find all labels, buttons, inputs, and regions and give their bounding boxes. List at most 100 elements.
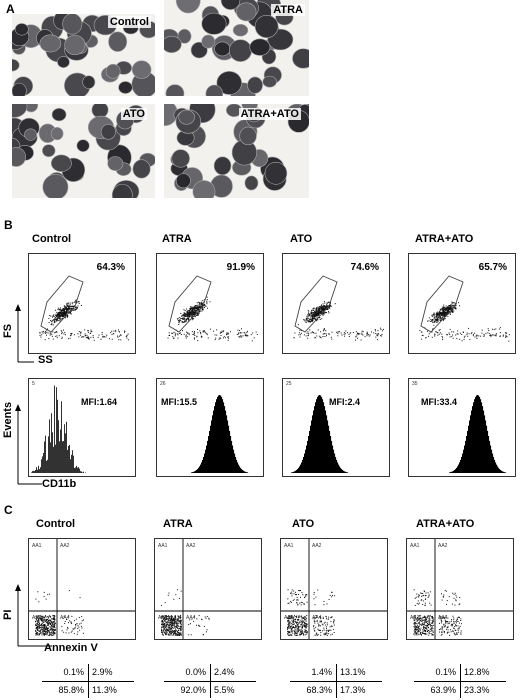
column-header-atra-ato: ATRA+ATO [415,233,474,245]
quadrant-upper-left: 0.1% [63,667,84,677]
gate-percent: 74.6% [350,262,379,273]
histogram-top-tick: 35 [412,381,418,387]
scatter-dots [155,539,261,639]
quadrant-name-label: AA2 [312,543,322,549]
micrograph-label: ATRA+ATO [238,108,301,120]
cd11b-histogram-ato: MFI:2.4 25 [282,378,390,477]
quadrant-upper-right: 2.9% [92,667,113,677]
cd11b-histogram-atra: MFI:15.5 26 [156,378,264,477]
scatter-dots [419,275,510,342]
gate-percent: 91.9% [226,262,255,273]
column-header-atra: ATRA [163,518,193,530]
fs-ss-scatter-control: 64.3% [28,253,136,354]
quadrant-table-atra: 0.0% 2.4% 92.0% 5.5% [164,664,256,698]
quadrant-name-label: AA4 [438,615,448,621]
cell-cluster-image [12,104,155,198]
histogram-bars [449,395,507,473]
quadrant-upper-left: 0.1% [435,667,456,677]
panel-a-letter: A [6,2,15,16]
quadrant-name-label: AA3 [32,615,42,621]
mfi-value: MFI:33.4 [421,397,458,407]
quadrant-name-label: AA2 [438,543,448,549]
fs-ss-scatter-atra-ato: 65.7% [408,253,516,354]
quadrant-upper-right: 12.8% [464,667,490,677]
annexin-pi-scatter-atra: AA1 AA2 AA3 AA4 [154,538,262,640]
events-cd11b-axis-arrows [15,404,42,485]
cd11b-histogram-atra-ato: MFI:33.4 35 [408,378,516,477]
quadrant-lower-right: 23.3% [464,685,490,695]
micrograph-label: ATRA [271,4,305,16]
histogram-top-tick: 5 [32,381,35,387]
scatter-dots [167,275,258,342]
histogram-bars [191,395,249,473]
scatter-dots [29,539,135,639]
quadrant-name-label: AA4 [186,615,196,621]
fs-axis-label: FS [2,323,14,338]
cell-cluster-image [12,14,155,96]
quadrant-lower-right: 5.5% [214,685,235,695]
quadrant-upper-right: 2.4% [214,667,235,677]
quadrant-name-label: AA1 [32,543,42,549]
quadrant-name-label: AA3 [284,615,294,621]
scatter-dots [293,275,384,341]
cd11b-axis-label: CD11b [42,478,77,490]
histogram-top-tick: 26 [160,381,166,387]
scatter-dots [407,539,513,639]
column-header-atra: ATRA [162,233,192,245]
quadrant-name-label: AA3 [158,615,168,621]
micrograph-atra-ato: ATRA+ATO [164,104,309,198]
micrograph-label: Control [107,16,151,28]
scatter-dots [281,539,387,639]
mfi-value: MFI:1.64 [81,397,118,407]
quadrant-table-ato: 1.4% 13.1% 68.3% 17.3% [290,664,382,698]
column-header-control: Control [36,518,76,530]
column-header-atra-ato: ATRA+ATO [416,518,475,530]
micrograph-label: ATO [120,108,147,120]
column-header-ato: ATO [292,518,315,530]
quadrant-lower-right: 17.3% [340,685,366,695]
micrograph-atra: ATRA [164,0,309,96]
ss-axis-label: SS [38,354,53,366]
events-axis-label: Events [2,401,14,438]
quadrant-name-label: AA2 [186,543,196,549]
quadrant-lower-right: 11.3% [92,685,117,695]
mfi-value: MFI:15.5 [161,397,198,407]
quadrant-table-control: 0.1% 2.9% 85.8% 11.3% [42,664,134,698]
column-header-control: Control [32,233,72,245]
quadrant-name-label: AA1 [284,543,294,549]
mfi-value: MFI:2.4 [329,397,361,407]
gate-percent: 65.7% [478,262,507,273]
quadrant-upper-right: 13.1% [340,667,366,677]
micrograph-ato: ATO [12,104,155,198]
pi-annexin-axis-arrows [15,584,52,647]
quadrant-name-label: AA4 [312,615,322,621]
quadrant-upper-left: 1.4% [311,667,332,677]
histogram-bars [31,385,86,473]
panel-b-letter: B [4,218,13,232]
quadrant-name-label: AA3 [410,615,420,621]
annexin-pi-scatter-ato: AA1 AA2 AA3 AA4 [280,538,388,640]
quadrant-lower-left: 85.8% [58,685,84,695]
annexin-axis-label: Annexin V [44,642,98,654]
quadrant-lower-left: 63.9% [430,685,456,695]
fs-ss-scatter-ato: 74.6% [282,253,390,354]
quadrant-table-atra-ato: 0.1% 12.8% 63.9% 23.3% [414,664,506,698]
histogram-bars [291,395,349,473]
quadrant-name-label: AA4 [60,615,70,621]
quadrant-name-label: AA1 [410,543,420,549]
quadrant-name-label: AA2 [60,543,70,549]
panel-c-letter: C [4,503,13,517]
pi-axis-label: PI [2,609,14,620]
micrograph-control: Control [12,14,155,96]
gate-percent: 64.3% [96,262,125,273]
quadrant-upper-left: 0.0% [185,667,206,677]
quadrant-lower-left: 92.0% [180,685,206,695]
fs-ss-scatter-atra: 91.9% [156,253,264,354]
column-header-ato: ATO [290,233,313,245]
quadrant-name-label: AA1 [158,543,168,549]
annexin-pi-scatter-control: AA1 AA2 AA3 AA4 [28,538,136,640]
histogram-top-tick: 25 [286,381,292,387]
fs-ss-axis-arrows [15,304,34,363]
cell-cluster-image [164,0,309,96]
annexin-pi-scatter-atra-ato: AA1 AA2 AA3 AA4 [406,538,514,640]
